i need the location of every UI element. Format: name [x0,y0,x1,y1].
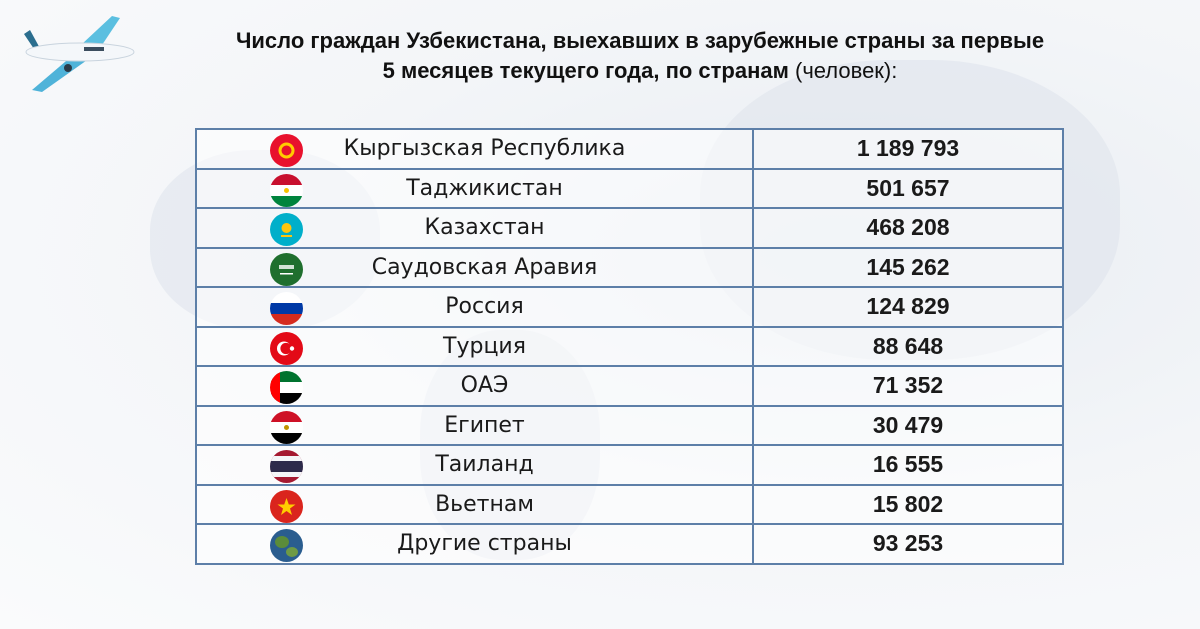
country-cell: Россия [195,286,754,328]
country-name: Россия [445,294,524,320]
country-cell: Таиланд [195,444,754,486]
table-row: Россия 124 829 [195,286,1064,328]
country-name: Таджикистан [406,175,563,201]
travelers-count: 1 189 793 [752,128,1064,170]
country-cell: Турция [195,325,754,367]
travelers-count: 124 829 [752,286,1064,328]
vietnam-flag-icon [270,489,303,523]
country-cell: ОАЭ [195,365,754,407]
tajikistan-flag-icon [270,173,303,207]
table-row: Казахстан 468 208 [195,207,1064,249]
country-cell: Кыргызская Республика [195,128,754,170]
departures-table: Кыргызская Республика 1 189 793 Таджикис… [195,128,1064,565]
table-row: Египет 30 479 [195,404,1064,446]
kazakhstan-flag-icon [270,213,303,246]
uae-flag-icon [270,371,303,404]
title-line-2: 5 месяцев текущего года, по странам [382,58,789,83]
country-cell: Египет [195,404,754,446]
page-title: Число граждан Узбекистана, выехавших в з… [130,26,1150,86]
travelers-count: 30 479 [752,404,1064,446]
title-unit: (человек): [795,58,898,83]
country-cell: Таджикистан [195,167,754,209]
airplane-icon [24,16,135,92]
country-name: Кыргызская Республика [343,136,626,162]
russia-flag-icon [270,292,303,325]
travelers-count: 16 555 [752,444,1064,486]
table-row: Другие страны 93 253 [195,523,1064,565]
travelers-count: 468 208 [752,207,1064,249]
table-row: ОАЭ 71 352 [195,365,1064,407]
turkey-flag-icon [270,331,303,365]
egypt-flag-icon [270,410,303,444]
country-name: Саудовская Аравия [371,254,598,280]
title-line-1: Число граждан Узбекистана, выехавших в з… [235,28,1045,53]
country-cell: Саудовская Аравия [195,246,754,288]
thailand-flag-icon [270,450,303,483]
table-row: Вьетнам 15 802 [195,483,1064,525]
country-cell: Казахстан [195,207,754,249]
travelers-count: 501 657 [752,167,1064,209]
country-cell: Другие страны [195,523,754,565]
saudi-arabia-flag-icon [270,252,303,286]
kyrgyzstan-flag-icon [270,134,303,167]
travelers-count: 93 253 [752,523,1064,565]
travelers-count: 88 648 [752,325,1064,367]
country-name: Турция [443,333,526,359]
table-row: Таиланд 16 555 [195,444,1064,486]
travelers-count: 71 352 [752,365,1064,407]
country-name: Таиланд [435,452,534,478]
country-cell: Вьетнам [195,483,754,525]
table-row: Кыргызская Республика 1 189 793 [195,128,1064,170]
travelers-count: 145 262 [752,246,1064,288]
table-row: Таджикистан 501 657 [195,167,1064,209]
country-name: Другие страны [397,531,572,557]
table-row: Турция 88 648 [195,325,1064,367]
country-name: Казахстан [424,215,545,241]
globe-icon [270,529,303,562]
country-name: Египет [444,412,525,438]
travelers-count: 15 802 [752,483,1064,525]
table-row: Саудовская Аравия 145 262 [195,246,1064,288]
country-name: Вьетнам [435,491,534,517]
country-name: ОАЭ [460,373,509,399]
